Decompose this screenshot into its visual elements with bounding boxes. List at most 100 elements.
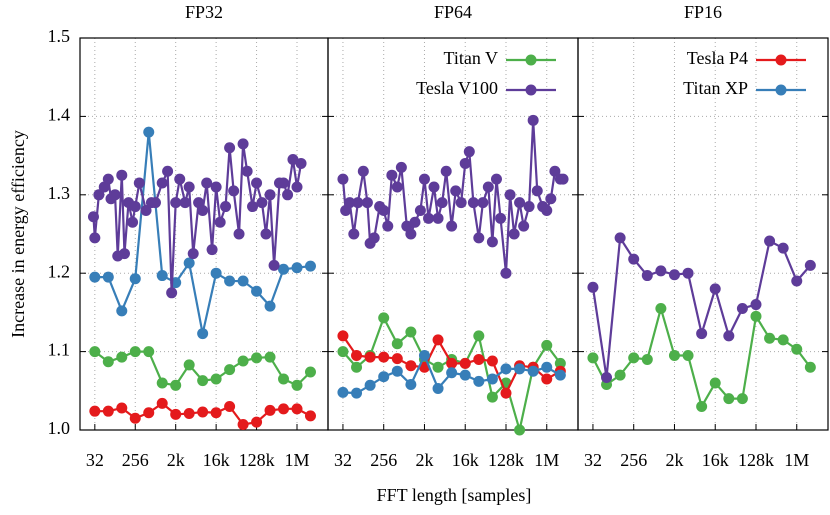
data-point	[89, 232, 101, 244]
data-point	[614, 369, 626, 381]
data-point	[473, 232, 485, 244]
data-point	[304, 260, 316, 272]
data-point	[486, 236, 498, 248]
data-point	[197, 406, 209, 418]
data-point	[405, 326, 417, 338]
data-point	[682, 350, 694, 362]
data-point	[391, 353, 403, 365]
data-point	[477, 197, 489, 209]
x-tick-label: 128k	[738, 450, 774, 470]
data-point	[337, 386, 349, 398]
data-point	[432, 361, 444, 373]
data-point	[291, 181, 303, 193]
data-point	[278, 373, 290, 385]
x-tick-label: 32	[86, 450, 104, 470]
data-point	[409, 216, 421, 228]
data-point	[133, 177, 145, 189]
data-point	[723, 393, 735, 405]
y-tick-label: 1.4	[48, 105, 71, 125]
data-point	[278, 403, 290, 415]
data-point	[378, 204, 390, 216]
data-point	[251, 285, 263, 297]
y-tick-label: 1.5	[48, 26, 71, 46]
data-point	[357, 165, 369, 177]
x-tick-label: 16k	[702, 450, 729, 470]
data-point	[508, 228, 520, 240]
data-point	[549, 165, 561, 177]
data-point	[541, 204, 553, 216]
x-tick-label: 256	[620, 450, 647, 470]
data-point	[628, 352, 640, 364]
data-point	[391, 338, 403, 350]
x-tick-label: 1M	[784, 450, 809, 470]
data-point	[418, 350, 430, 362]
data-point	[614, 232, 626, 244]
data-point	[102, 271, 114, 283]
data-point	[554, 369, 566, 381]
data-point	[423, 212, 435, 224]
data-point	[459, 369, 471, 381]
data-point	[140, 204, 152, 216]
data-point	[655, 265, 667, 277]
data-point	[500, 267, 512, 279]
x-tick-label: 1M	[534, 450, 559, 470]
data-point	[554, 357, 566, 369]
data-point	[166, 287, 178, 299]
data-point	[504, 189, 516, 201]
data-point	[170, 408, 182, 420]
data-point	[116, 402, 128, 414]
data-point	[490, 173, 502, 185]
data-point	[197, 204, 209, 216]
data-point	[414, 204, 426, 216]
data-point	[129, 412, 141, 424]
data-point	[291, 379, 303, 391]
data-point	[500, 387, 512, 399]
data-point	[628, 253, 640, 265]
data-point	[247, 201, 259, 213]
data-point	[531, 185, 543, 197]
data-point	[764, 235, 776, 247]
data-point	[264, 300, 276, 312]
data-point	[102, 173, 114, 185]
data-point	[750, 299, 762, 311]
data-point	[183, 408, 195, 420]
data-point	[351, 387, 363, 399]
data-point	[237, 419, 249, 431]
data-point	[129, 273, 141, 285]
data-point	[545, 193, 557, 205]
data-point	[378, 371, 390, 383]
data-point	[241, 165, 253, 177]
data-point	[541, 373, 553, 385]
data-point	[162, 165, 174, 177]
data-point	[93, 189, 105, 201]
data-point	[143, 126, 155, 138]
data-point	[102, 405, 114, 417]
data-point	[709, 377, 721, 389]
data-point	[486, 373, 498, 385]
data-point	[523, 201, 535, 213]
data-point	[391, 181, 403, 193]
data-point	[682, 267, 694, 279]
data-point	[295, 157, 307, 169]
data-point	[804, 361, 816, 373]
data-point	[264, 351, 276, 363]
data-point	[256, 197, 268, 209]
data-point	[587, 281, 599, 293]
legend-swatch	[525, 84, 537, 96]
y-tick-label: 1.1	[48, 340, 71, 360]
data-point	[405, 379, 417, 391]
data-point	[386, 169, 398, 181]
data-point	[459, 357, 471, 369]
data-point	[127, 216, 139, 228]
data-point	[518, 220, 530, 232]
data-point	[432, 334, 444, 346]
x-tick-label: 128k	[239, 450, 275, 470]
series-line	[591, 304, 812, 410]
x-tick-label: 16k	[203, 450, 230, 470]
data-point	[364, 379, 376, 391]
data-point	[210, 373, 222, 385]
data-point	[264, 404, 276, 416]
data-point	[268, 259, 280, 271]
data-point	[109, 189, 121, 201]
